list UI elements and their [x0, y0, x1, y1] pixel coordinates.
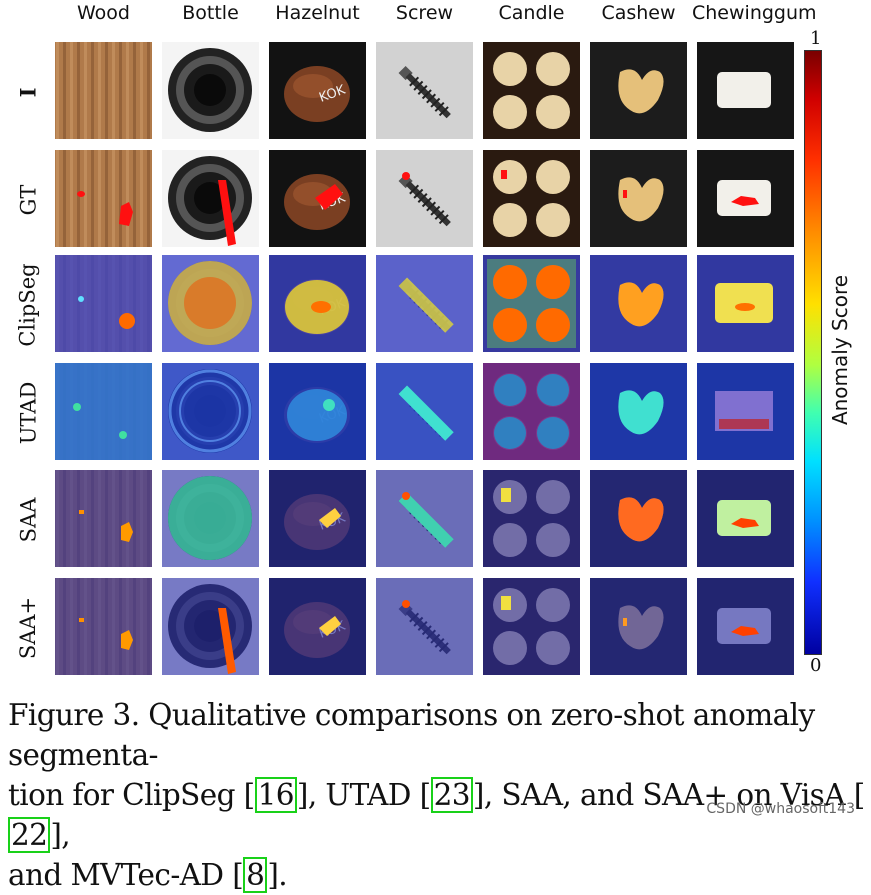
thumbnail-saa-chewinggum	[697, 470, 794, 567]
thumbnail-input-cashew	[590, 42, 687, 139]
row-label-input: I	[15, 87, 41, 97]
thumbnail-utad-screw	[376, 363, 473, 460]
citation-link-16[interactable]: 16	[254, 777, 297, 813]
row-label-gt: GT	[15, 184, 40, 216]
colorbar-gradient	[804, 50, 822, 655]
thumbnail-input-chewinggum	[697, 42, 794, 139]
row-label-clipseg: ClipSeg	[16, 263, 41, 347]
thumbnail-utad-bottle	[162, 363, 259, 460]
col-header-screw: Screw	[395, 2, 454, 24]
row-label-utad: UTAD	[16, 381, 40, 445]
thumbnail-gt-cashew	[590, 150, 687, 247]
thumbnail-saa-candle	[483, 470, 580, 567]
thumbnail-saa-plus-cashew	[590, 578, 687, 675]
thumbnail-clipseg-chewinggum	[697, 255, 794, 352]
col-header-wood: Wood	[77, 2, 130, 24]
thumbnail-clipseg-hazelnut: KOK	[269, 255, 366, 352]
thumbnail-saa-plus-screw	[376, 578, 473, 675]
citation-link-8[interactable]: 8	[243, 857, 268, 893]
thumbnail-gt-bottle	[162, 150, 259, 247]
row-label-saa-plus: SAA+	[16, 596, 41, 660]
thumbnail-gt-chewinggum	[697, 150, 794, 247]
thumbnail-gt-screw	[376, 150, 473, 247]
caption-line-1: Figure 3. Qualitative comparisons on zer…	[8, 698, 815, 772]
thumbnail-saa-hazelnut: KOK	[269, 470, 366, 567]
caption-line-3: and MVTec-AD [8].	[8, 857, 288, 893]
thumbnail-input-wood	[55, 42, 152, 139]
col-header-candle: Candle	[498, 2, 565, 24]
thumbnail-saa-cashew	[590, 470, 687, 567]
thumbnail-utad-candle	[483, 363, 580, 460]
row-label-saa: SAA	[16, 497, 40, 543]
col-header-bottle: Bottle	[182, 2, 239, 24]
colorbar-max-label: 1	[810, 28, 822, 49]
colorbar-min-label: 0	[810, 655, 822, 676]
thumbnail-saa-wood	[55, 470, 152, 567]
watermark: CSDN @whaosoft143	[706, 801, 855, 817]
thumbnail-saa-plus-wood	[55, 578, 152, 675]
thumbnail-gt-wood	[55, 150, 152, 247]
citation-link-22[interactable]: 22	[8, 817, 51, 853]
thumbnail-saa-screw	[376, 470, 473, 567]
thumbnail-utad-chewinggum	[697, 363, 794, 460]
thumbnail-utad-cashew	[590, 363, 687, 460]
thumbnail-utad-hazelnut: KOK	[269, 363, 366, 460]
col-header-cashew: Cashew	[601, 2, 676, 24]
citation-link-23[interactable]: 23	[430, 777, 473, 813]
thumbnail-saa-plus-bottle	[162, 578, 259, 675]
thumbnail-saa-plus-chewinggum	[697, 578, 794, 675]
thumbnail-clipseg-screw	[376, 255, 473, 352]
thumbnail-clipseg-bottle	[162, 255, 259, 352]
thumbnail-saa-plus-candle	[483, 578, 580, 675]
thumbnail-gt-candle	[483, 150, 580, 247]
col-header-hazelnut: Hazelnut	[275, 2, 360, 24]
thumbnail-input-bottle	[162, 42, 259, 139]
thumbnail-gt-hazelnut: KOK	[269, 150, 366, 247]
col-header-chewinggum: Chewinggum	[692, 2, 817, 24]
thumbnail-input-hazelnut: KOK	[269, 42, 366, 139]
thumbnail-clipseg-cashew	[590, 255, 687, 352]
thumbnail-clipseg-candle	[483, 255, 580, 352]
thumbnail-saa-bottle	[162, 470, 259, 567]
colorbar-title: Anomaly Score	[828, 274, 852, 426]
caption-line-2: tion for ClipSeg [16], UTAD [23], SAA, a…	[8, 777, 865, 853]
thumbnail-clipseg-wood	[55, 255, 152, 352]
thumbnail-input-candle	[483, 42, 580, 139]
figure-caption: Figure 3. Qualitative comparisons on zer…	[8, 695, 868, 895]
thumbnail-input-screw	[376, 42, 473, 139]
thumbnail-utad-wood	[55, 363, 152, 460]
thumbnail-saa-plus-hazelnut: KOK	[269, 578, 366, 675]
